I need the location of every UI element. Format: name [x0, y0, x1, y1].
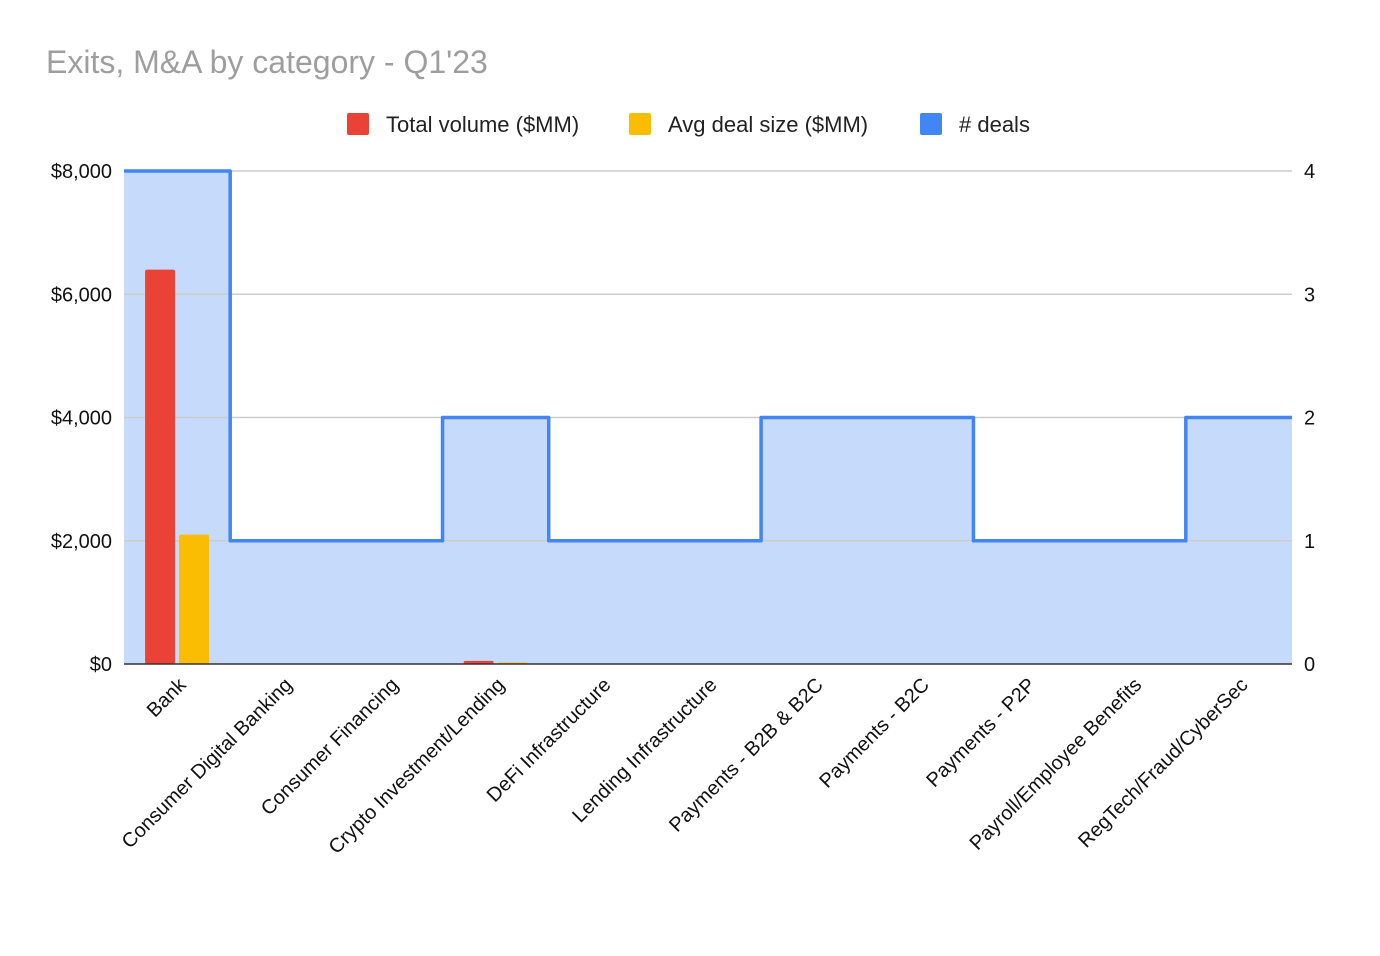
- y-left-tick-0: $0: [90, 654, 112, 676]
- x-tick-9: Payroll/Employee Benefits: [966, 674, 1147, 855]
- y-right-tick-2: 2: [1304, 408, 1315, 430]
- y-right-tick-0: 0: [1304, 654, 1315, 676]
- legend: Total volume ($MM) Avg deal size ($MM) # d…: [347, 112, 1030, 137]
- x-tick-0: Bank: [143, 673, 191, 721]
- legend-swatch-2: [920, 113, 942, 135]
- legend-swatch-0: [347, 113, 369, 135]
- legend-label-1: Avg deal size ($MM): [668, 112, 868, 137]
- y-left-tick-2: $4,000: [51, 408, 112, 430]
- x-tick-3: Crypto Investment/Lending: [325, 674, 510, 859]
- y-left-tick-3: $6,000: [51, 284, 112, 306]
- y-right-tick-3: 3: [1304, 284, 1315, 306]
- bar-0-0: [145, 269, 176, 664]
- bar-0-3: [463, 660, 494, 664]
- x-tick-1: Consumer Digital Banking: [118, 674, 297, 853]
- bar-1-0: [179, 534, 210, 664]
- y-axis-left: $0 $2,000 $4,000 $6,000 $8,000: [51, 161, 112, 676]
- deals-step-line: [124, 169, 1292, 543]
- y-left-tick-4: $8,000: [51, 161, 112, 183]
- y-right-tick-1: 1: [1304, 531, 1315, 553]
- chart-title: Exits, M&A by category - Q1'23: [46, 44, 488, 80]
- x-tick-8: Payments - P2P: [922, 674, 1040, 792]
- x-tick-7: Payments - B2C: [815, 674, 934, 793]
- legend-swatch-1: [629, 113, 651, 135]
- y-right-tick-4: 4: [1304, 161, 1315, 183]
- x-tick-10: RegTech/Fraud/CyberSec: [1074, 674, 1252, 852]
- legend-label-0: Total volume ($MM): [386, 112, 579, 137]
- legend-label-2: # deals: [959, 112, 1030, 137]
- deals-step-path: [124, 169, 1292, 543]
- bars: [145, 269, 528, 664]
- y-axis-right: 0 1 2 3 4: [1304, 161, 1315, 676]
- gridlines: [124, 170, 1292, 542]
- y-left-tick-1: $2,000: [51, 531, 112, 553]
